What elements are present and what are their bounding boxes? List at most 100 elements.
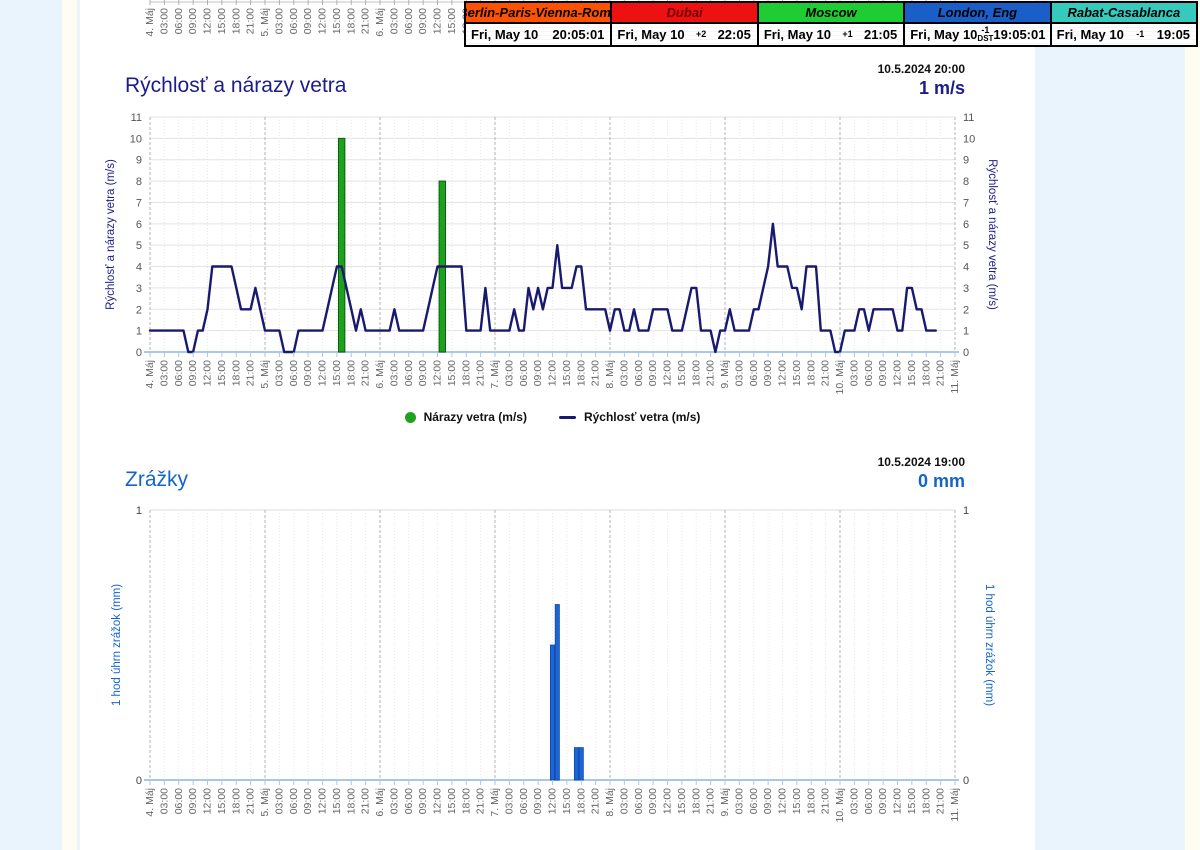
svg-text:6: 6 [963,219,969,231]
svg-text:12:00: 12:00 [432,8,444,34]
svg-text:03:00: 03:00 [158,360,170,386]
svg-text:09:00: 09:00 [417,788,429,814]
rain-x-axis-labels: 4. Máj 03:00 06:00 09:00 12:00 15:00 18:00 21:0… [144,780,961,822]
clock-date: Fri, May 10 [910,27,978,42]
clock-cell: Moscow Fri, May 10 +1 21:05 [756,3,904,45]
clock-time-row: Fri, May 10 20:05:01 [466,24,611,45]
svg-text:03:00: 03:00 [273,788,285,814]
svg-text:7: 7 [136,197,142,209]
clock-time: 22:05 [717,27,751,42]
svg-text:18:00: 18:00 [805,360,817,386]
svg-text:09:00: 09:00 [532,788,544,814]
gusts-legend-marker-icon [404,411,416,423]
svg-text:06:00: 06:00 [748,788,760,814]
svg-text:06:00: 06:00 [403,8,415,34]
wind-current-reading: 10.5.2024 20:00 1 m/s [878,62,965,99]
svg-text:0: 0 [963,775,969,787]
wind-left-axis-title: Rýchlosť a nárazy vetra (m/s) [105,159,117,310]
svg-text:8: 8 [136,176,142,188]
svg-text:09:00: 09:00 [187,788,199,814]
svg-text:18:00: 18:00 [920,788,932,814]
svg-text:09:00: 09:00 [302,8,314,34]
clock-time: 21:05 [863,27,898,42]
svg-text:21:00: 21:00 [590,360,602,386]
svg-text:12:00: 12:00 [202,360,214,386]
svg-text:7: 7 [963,197,969,209]
svg-text:03:00: 03:00 [848,788,860,814]
svg-text:03:00: 03:00 [388,360,400,386]
svg-text:18:00: 18:00 [575,360,587,386]
svg-text:11: 11 [963,112,974,124]
clock-time-row: Fri, May 10 -1 19:05 [1051,24,1197,45]
wind-x-axis-labels: 4. Máj 03:00 06:00 09:00 12:00 15:00 18:00 21:0… [144,352,961,394]
svg-text:06:00: 06:00 [633,788,645,814]
svg-text:21:00: 21:00 [705,360,717,386]
svg-text:6: 6 [136,219,142,231]
svg-text:18:00: 18:00 [230,8,242,34]
svg-text:4. Máj: 4. Máj [144,8,156,37]
svg-text:21:00: 21:00 [935,788,947,814]
svg-text:4: 4 [136,262,142,274]
svg-text:12:00: 12:00 [892,788,904,814]
svg-text:21:00: 21:00 [245,788,257,814]
left-margin-strip [62,0,77,850]
svg-text:09:00: 09:00 [762,788,774,814]
svg-text:03:00: 03:00 [388,788,400,814]
svg-text:03:00: 03:00 [733,360,745,386]
svg-text:18:00: 18:00 [575,788,587,814]
svg-text:06:00: 06:00 [173,788,185,814]
svg-text:8: 8 [963,176,969,188]
svg-text:10. Máj: 10. Máj [834,360,846,394]
svg-text:06:00: 06:00 [518,360,530,386]
svg-text:10: 10 [963,133,975,145]
svg-text:15:00: 15:00 [331,788,343,814]
svg-text:18:00: 18:00 [345,8,357,34]
svg-text:03:00: 03:00 [848,360,860,386]
speed-legend-marker-icon [558,415,576,419]
svg-text:11: 11 [131,112,142,124]
svg-text:10. Máj: 10. Máj [834,788,846,822]
svg-text:21:00: 21:00 [360,8,372,34]
svg-text:15:00: 15:00 [331,360,343,386]
svg-text:12:00: 12:00 [317,360,329,386]
svg-text:09:00: 09:00 [302,360,314,386]
svg-text:5: 5 [963,240,969,252]
clock-time: 19:05 [1156,27,1191,42]
clock-date: Fri, May 10 [471,27,539,42]
svg-text:2: 2 [136,304,142,316]
svg-text:15:00: 15:00 [216,788,228,814]
rain-current-value: 0 mm [917,471,965,491]
svg-text:03:00: 03:00 [618,788,630,814]
svg-text:15:00: 15:00 [906,788,918,814]
svg-text:2: 2 [963,304,969,316]
wind-current-value: 1 m/s [918,78,965,98]
svg-text:09:00: 09:00 [417,360,429,386]
clock-city-name: Moscow [758,3,904,24]
rain-right-axis-title: 1 hod úhrn zrážok (mm) [983,584,995,706]
svg-text:15:00: 15:00 [561,360,573,386]
svg-text:03:00: 03:00 [503,360,515,386]
svg-text:4: 4 [963,262,969,274]
svg-text:12:00: 12:00 [202,788,214,814]
svg-text:10: 10 [130,133,142,145]
clock-utc-offset: -1 DST [977,25,994,43]
svg-text:21:00: 21:00 [820,788,832,814]
svg-text:12:00: 12:00 [892,360,904,386]
svg-text:1: 1 [136,326,142,338]
rain-y-axis-labels: 0 0 1 1 [136,505,969,787]
clock-city-name: Berlin-Paris-Vienna-Roma [466,3,611,24]
svg-text:06:00: 06:00 [173,8,185,34]
svg-text:06:00: 06:00 [288,360,300,386]
clock-city-name: London, Eng [905,3,1050,24]
wind-chart-title: Rýchlosť a nárazy vetra [125,74,347,97]
wind-current-datetime: 10.5.2024 20:00 [877,62,965,76]
svg-text:09:00: 09:00 [877,360,889,386]
svg-text:21:00: 21:00 [245,8,257,34]
svg-text:09:00: 09:00 [762,360,774,386]
svg-text:0: 0 [136,347,142,359]
world-clocks-bar: Berlin-Paris-Vienna-Roma Fri, May 10 20:05… [464,1,1198,47]
svg-text:15:00: 15:00 [561,788,573,814]
clock-cell: Rabat-Casablanca Fri, May 10 -1 19:05 [1049,3,1197,45]
